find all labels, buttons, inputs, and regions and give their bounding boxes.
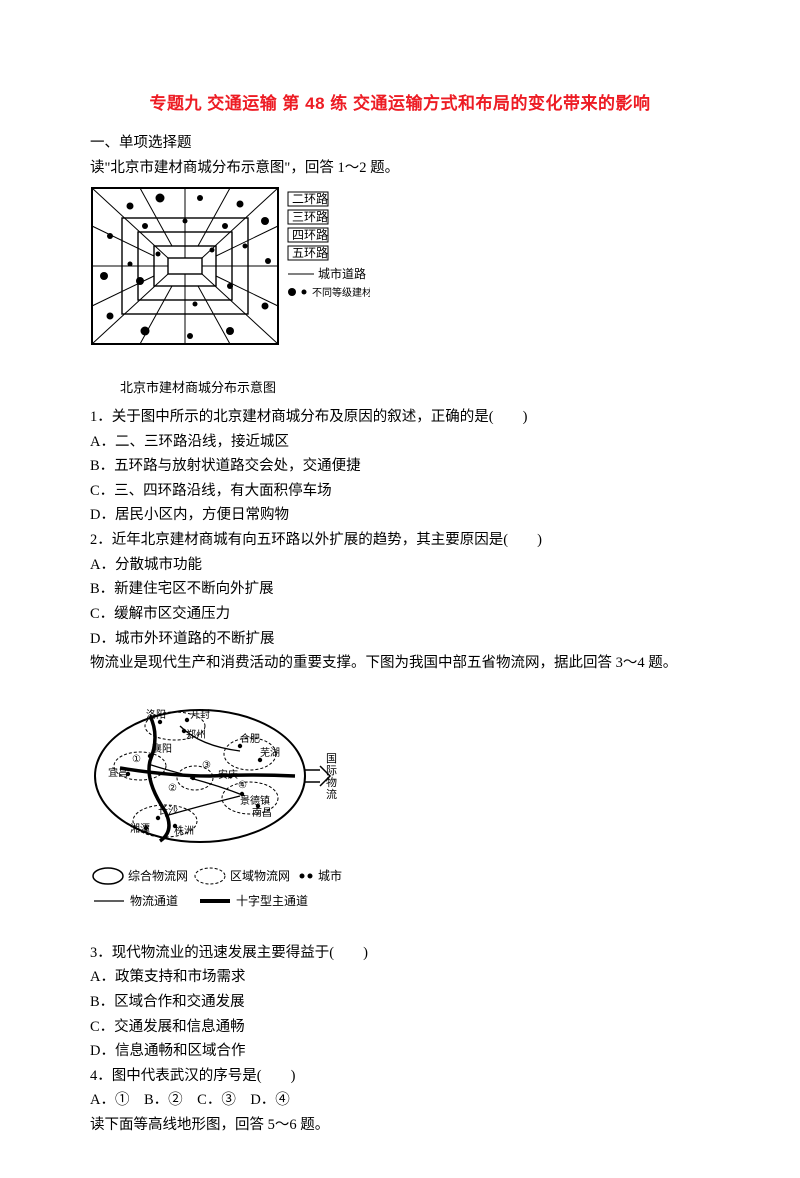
svg-text:合肥: 合肥 [240,732,260,745]
svg-text:流: 流 [326,787,337,801]
q1-stem: 1．关于图中所示的北京建材商城分布及原因的叙述，正确的是( ) [90,405,710,430]
svg-text:二环路: 二环路 [292,191,328,206]
q3-opt-c: C．交通发展和信息通畅 [90,1015,710,1040]
svg-text:开封: 开封 [190,708,210,721]
svg-text:湘潭: 湘潭 [130,822,150,835]
svg-text:芜湖: 芜湖 [260,746,280,759]
svg-text:南昌: 南昌 [252,806,272,819]
svg-text:②: ② [168,783,177,794]
svg-text:城市: 城市 [318,868,342,883]
q3-opt-d: D．信息通畅和区域合作 [90,1039,710,1064]
svg-text:④: ④ [238,780,247,791]
svg-text:四环路: 四环路 [292,227,328,242]
q2-opt-d: D．城市外环道路的不断扩展 [90,627,710,652]
svg-text:综合物流网: 综合物流网 [128,868,188,883]
page-title: 专题九 交通运输 第 48 练 交通运输方式和布局的变化带来的影响 [90,90,710,119]
q3-opt-a: A．政策支持和市场需求 [90,965,710,990]
svg-text:襄阳: 襄阳 [152,742,172,755]
q4-stem: 4．图中代表武汉的序号是( ) [90,1064,710,1089]
svg-text:物流通道: 物流通道 [130,894,178,908]
svg-text:物: 物 [326,775,337,789]
svg-text:不同等级建材商城: 不同等级建材商城 [312,286,370,299]
figure-1-caption: 北京市建材商城分布示意图 [120,377,710,399]
q1-opt-c: C．三、四环路沿线，有大面积停车场 [90,479,710,504]
svg-text:长沙: 长沙 [158,805,178,817]
svg-text:洛阳: 洛阳 [146,708,166,721]
svg-text:区域物流网: 区域物流网 [230,869,290,883]
svg-text:①: ① [132,754,141,765]
intro-3: 读下面等高线地形图，回答 5～6 题。 [90,1113,710,1138]
q2-stem: 2．近年北京建材商城有向五环路以外扩展的趋势，其主要原因是( ) [90,528,710,553]
q2-opt-b: B．新建住宅区不断向外扩展 [90,577,710,602]
svg-text:五环路: 五环路 [292,245,328,260]
q3-opt-b: B．区域合作和交通发展 [90,990,710,1015]
svg-text:株洲: 株洲 [174,824,194,837]
svg-text:③: ③ [202,760,211,771]
intro-1: 读"北京市建材商城分布示意图"，回答 1～2 题。 [90,156,710,181]
beijing-map-svg: 二环路 三环路 四环路 五环路 城市道路 不同等级建材商城 [90,186,370,366]
svg-text:城市道路: 城市道路 [318,266,366,281]
q1-opt-d: D．居民小区内，方便日常购物 [90,503,710,528]
svg-text:十字型主通道: 十字型主通道 [236,893,308,908]
svg-text:景德镇: 景德镇 [240,794,270,807]
q1-opt-b: B．五环路与放射状道路交会处，交通便捷 [90,454,710,479]
figure-1: 二环路 三环路 四环路 五环路 城市道路 不同等级建材商城 北京市建材商城分布示… [90,186,710,399]
svg-text:郑州: 郑州 [186,728,206,741]
svg-text:三环路: 三环路 [292,209,328,224]
svg-text:宜昌: 宜昌 [108,766,128,779]
arrow-label: 国 [326,752,337,765]
logistics-map-svg: ①② ③④ 洛阳 开封 郑州 襄阳 合肥 宜昌 芜湖 安庆 景德镇 南昌 长沙 … [90,696,350,926]
intro-2: 物流业是现代生产和消费活动的重要支撑。下图为我国中部五省物流网，据此回答 3～4… [90,651,710,676]
q3-stem: 3．现代物流业的迅速发展主要得益于( ) [90,941,710,966]
q2-opt-c: C．缓解市区交通压力 [90,602,710,627]
q2-opt-a: A．分散城市功能 [90,553,710,578]
svg-text:安庆: 安庆 [218,768,238,781]
svg-text:际: 际 [326,764,337,777]
q4-options: A．① B．② C．③ D．④ [90,1088,710,1113]
figure-2: ①② ③④ 洛阳 开封 郑州 襄阳 合肥 宜昌 芜湖 安庆 景德镇 南昌 长沙 … [90,696,710,935]
q1-opt-a: A．二、三环路沿线，接近城区 [90,430,710,455]
section-heading: 一、单项选择题 [90,131,710,156]
